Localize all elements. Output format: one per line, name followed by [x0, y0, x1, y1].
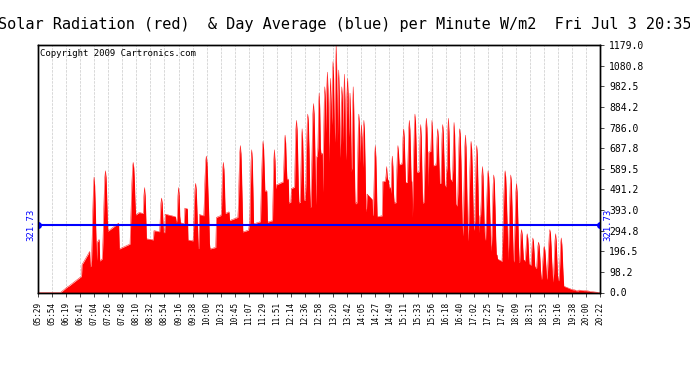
Text: 321.73: 321.73 — [603, 209, 612, 241]
Text: Solar Radiation (red)  & Day Average (blue) per Minute W/m2  Fri Jul 3 20:35: Solar Radiation (red) & Day Average (blu… — [0, 17, 690, 32]
Text: Copyright 2009 Cartronics.com: Copyright 2009 Cartronics.com — [39, 49, 195, 58]
Text: 321.73: 321.73 — [26, 209, 35, 241]
